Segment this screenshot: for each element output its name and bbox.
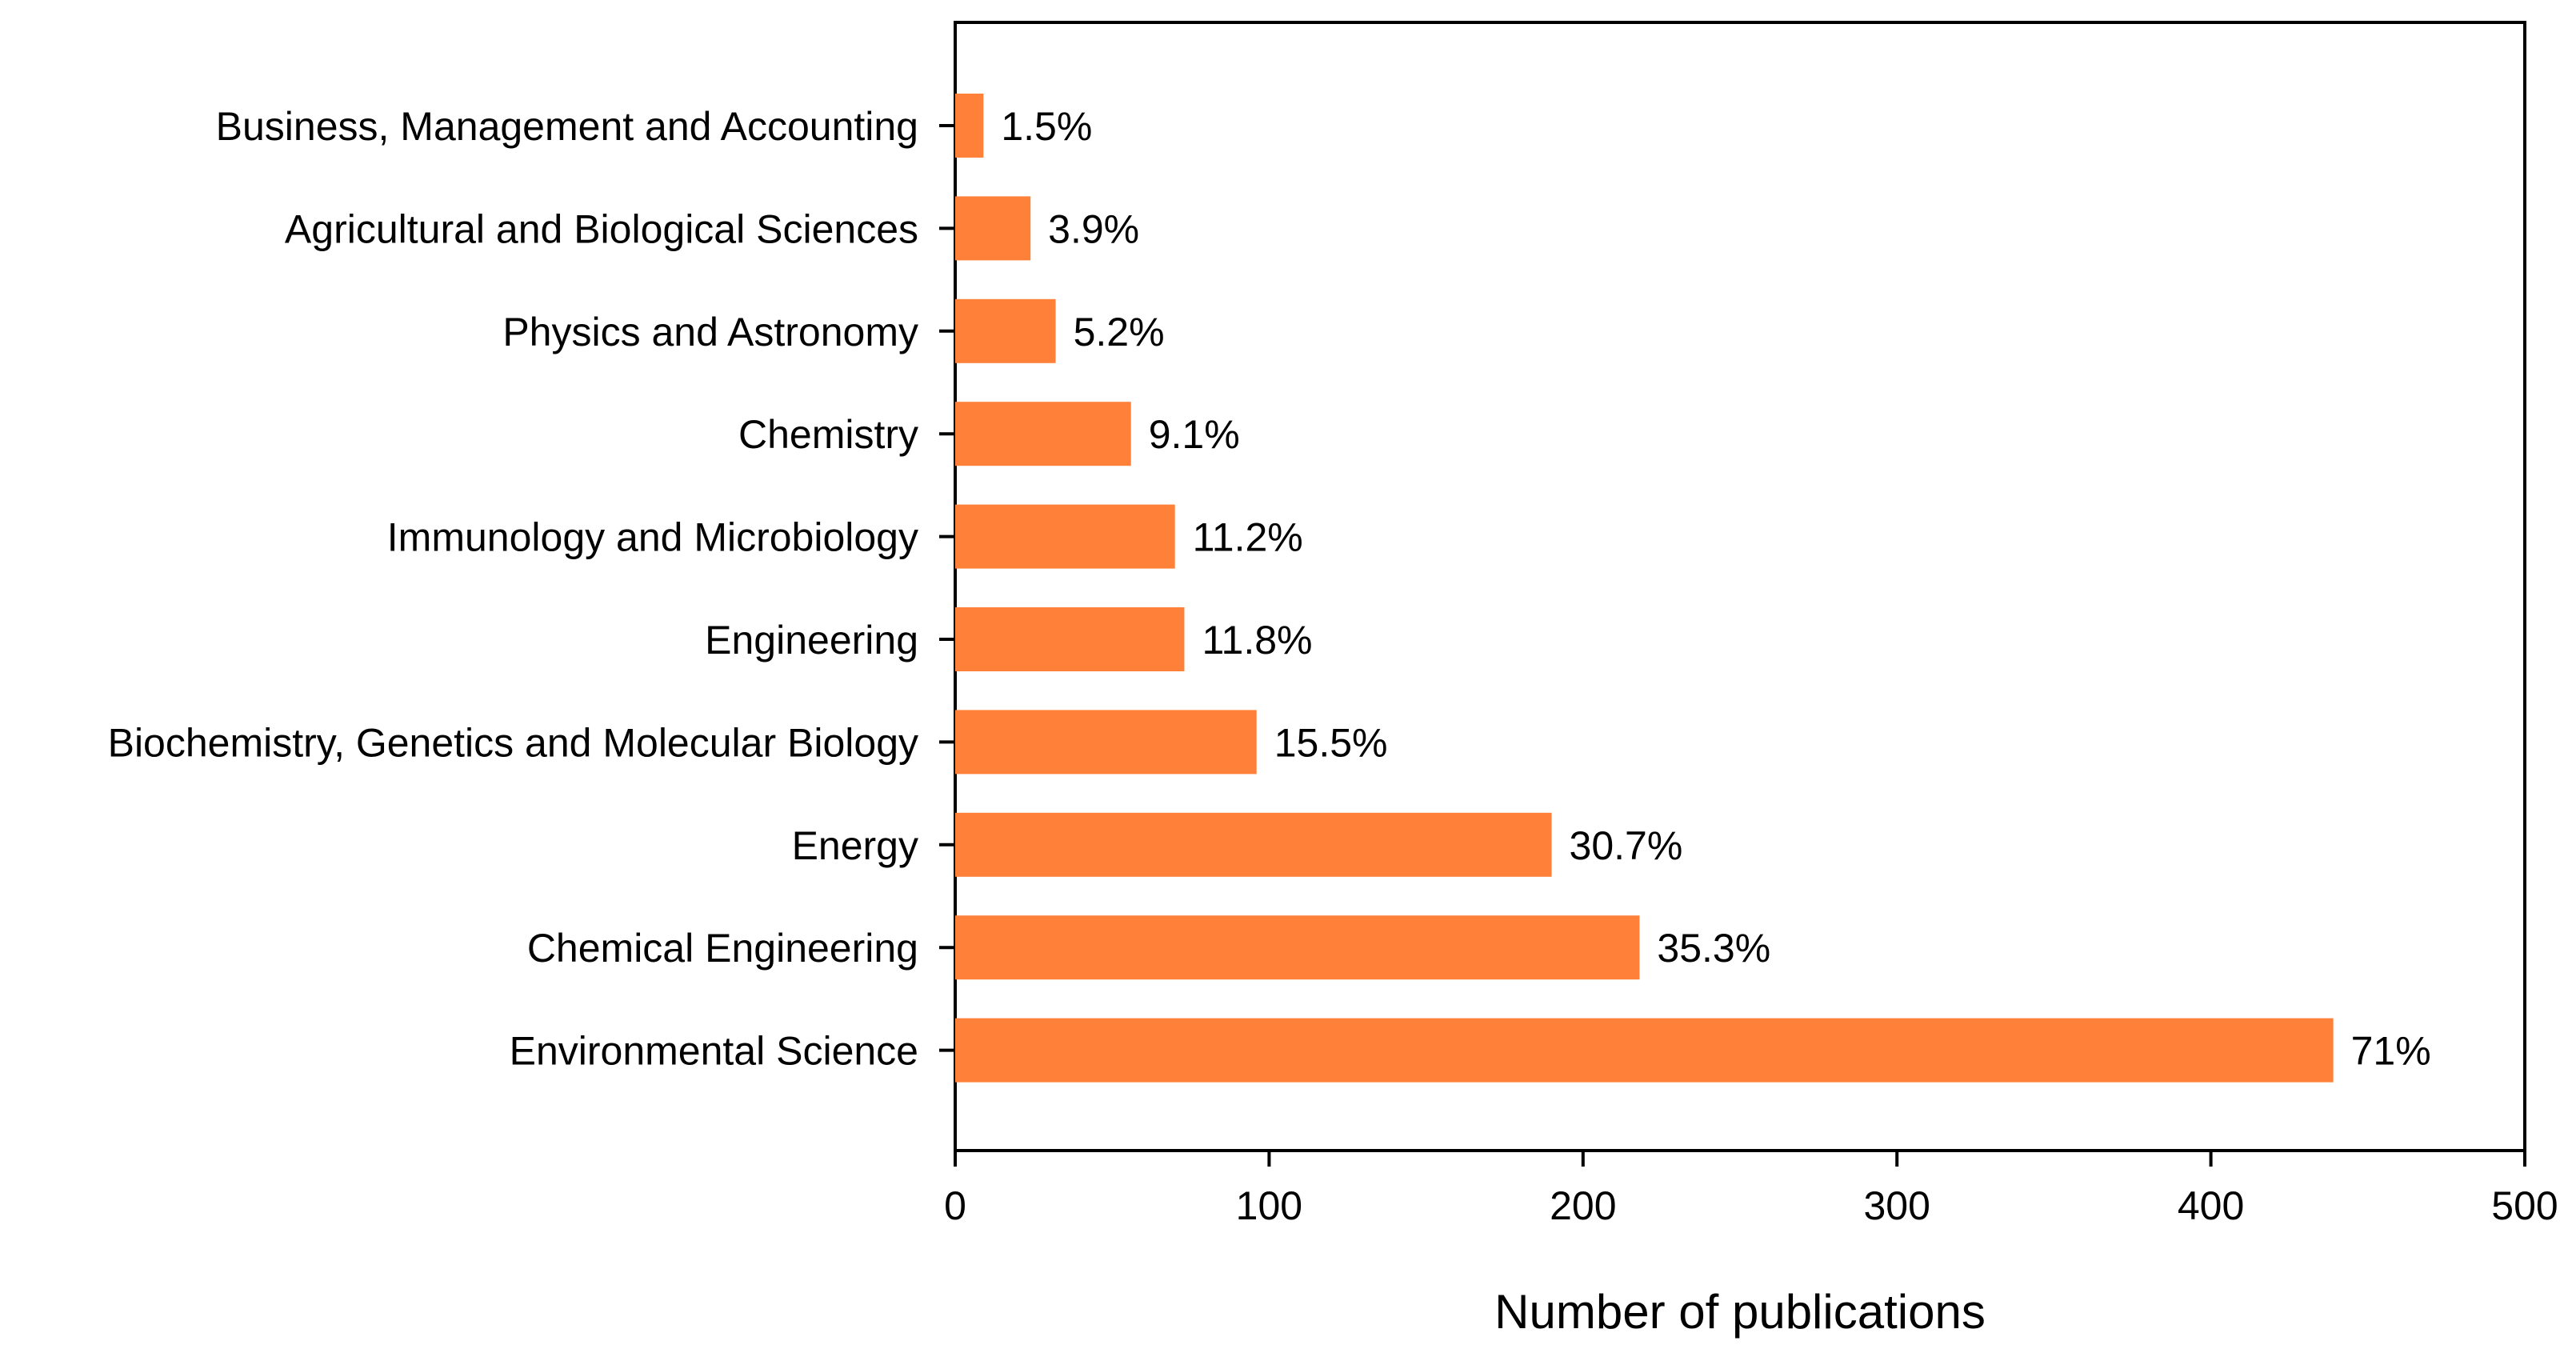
ticks-group: Business, Management and Accounting Agric… — [108, 104, 2558, 1228]
bar — [955, 298, 1056, 363]
data-label: 5.2% — [1074, 310, 1165, 354]
category-label: Immunology and Microbiology — [387, 515, 918, 560]
data-label: 15.5% — [1274, 720, 1388, 765]
bar — [955, 607, 1185, 671]
bar — [955, 94, 984, 158]
category-label: Engineering — [705, 618, 918, 662]
bars-group: 1.5% 3.9% 5.2% 9.1% 11.2% 11.8% 15.5% 30.7% 35.3… — [955, 94, 2431, 1083]
category-label: Agricultural and Biological Sciences — [285, 206, 918, 251]
x-tick-label: 400 — [2178, 1183, 2244, 1228]
bar — [955, 196, 1031, 261]
x-tick-label: 0 — [944, 1183, 966, 1228]
category-label: Chemical Engineering — [527, 926, 918, 971]
data-label: 1.5% — [1001, 104, 1092, 149]
x-tick-label: 300 — [1863, 1183, 1930, 1228]
plot-frame — [954, 21, 2526, 1152]
bar — [955, 812, 1552, 877]
category-label: Chemistry — [738, 412, 918, 457]
data-label: 30.7% — [1570, 823, 1683, 868]
category-label: Biochemistry, Genetics and Molecular Bio… — [108, 720, 918, 765]
bar — [955, 402, 1131, 466]
data-label: 11.2% — [1193, 515, 1303, 560]
data-label: 9.1% — [1149, 412, 1240, 457]
x-tick-label: 500 — [2491, 1183, 2558, 1228]
bar — [955, 504, 1175, 569]
bar — [955, 1018, 2334, 1083]
data-label: 11.8% — [1202, 618, 1312, 662]
x-axis-title: Number of publications — [1494, 1285, 1986, 1339]
data-label: 35.3% — [1657, 926, 1770, 971]
data-label: 71% — [2351, 1029, 2431, 1074]
category-label: Energy — [792, 823, 918, 868]
category-label: Environmental Science — [510, 1029, 918, 1074]
x-tick-label: 200 — [1550, 1183, 1616, 1228]
bar — [955, 915, 1640, 980]
category-label: Business, Management and Accounting — [216, 104, 918, 149]
x-tick-label: 100 — [1236, 1183, 1302, 1228]
category-label: Physics and Astronomy — [502, 310, 918, 354]
bar — [955, 710, 1257, 775]
data-label: 3.9% — [1048, 206, 1139, 251]
